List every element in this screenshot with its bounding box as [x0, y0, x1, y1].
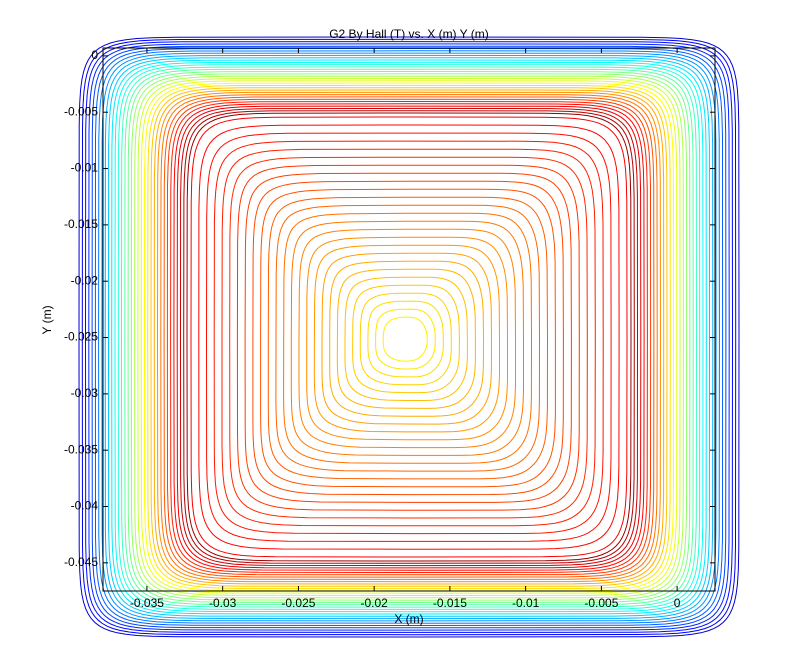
- y-tick-label: -0.02: [71, 273, 99, 287]
- contour-line: [186, 112, 632, 562]
- contour-line: [134, 75, 684, 599]
- y-tick-label: -0.045: [64, 555, 98, 569]
- contour-line: [160, 94, 658, 580]
- chart-title: G2 By Hall (T) vs. X (m) Y (m): [329, 27, 489, 41]
- plot-frame: [102, 47, 716, 592]
- contour-line: [84, 41, 733, 633]
- contour-line: [153, 89, 665, 585]
- contour-line: [94, 47, 724, 627]
- contour-line: [176, 105, 642, 569]
- contour-line: [150, 87, 668, 587]
- contour-line: [359, 292, 452, 386]
- contour-line: [140, 80, 678, 594]
- contour-line: [290, 220, 524, 456]
- contour-line: [375, 308, 436, 370]
- contour-line: [298, 228, 516, 449]
- contour-line: [111, 59, 707, 615]
- x-tick-label: -0.01: [512, 596, 540, 610]
- contour-line: [260, 188, 556, 488]
- contour-line: [117, 64, 701, 610]
- contour-line: [81, 38, 737, 636]
- contour-line: [321, 252, 493, 425]
- contour-line: [130, 73, 688, 601]
- contour-line: [283, 212, 533, 464]
- x-tick-label: -0.03: [209, 596, 237, 610]
- contour-line: [173, 103, 645, 571]
- x-tick-label: -0.02: [360, 596, 388, 610]
- contour-line: [229, 156, 588, 519]
- contour-line: [124, 68, 694, 606]
- contour-line: [91, 45, 727, 629]
- contour-line: [104, 54, 714, 620]
- contour-line: [352, 284, 460, 394]
- contour-line: [306, 236, 508, 441]
- contour-line: [267, 196, 549, 480]
- contour-line: [179, 107, 638, 567]
- y-tick-label: -0.015: [64, 217, 98, 231]
- contour-set: [78, 36, 740, 638]
- y-tick-label: -0.025: [64, 330, 98, 344]
- x-tick-label: -0.025: [281, 596, 315, 610]
- contour-line: [244, 172, 572, 503]
- x-tick-label: -0.005: [584, 596, 618, 610]
- contour-line: [147, 84, 671, 590]
- contour-line: [213, 140, 604, 535]
- contour-line: [313, 244, 500, 433]
- contour-line: [198, 124, 620, 550]
- contour-line: [170, 100, 648, 574]
- y-tick-label: -0.01: [71, 161, 99, 175]
- contour-line: [88, 43, 730, 631]
- contour-line: [98, 50, 720, 624]
- contour-line: [221, 148, 596, 527]
- contour-line: [107, 57, 710, 617]
- contour-line: [114, 61, 704, 613]
- contour-line: [163, 96, 655, 578]
- contour-line: [101, 52, 717, 622]
- y-tick-label: -0.035: [64, 442, 98, 456]
- y-axis-label: Y (m): [40, 305, 54, 334]
- y-tick-label: -0.03: [71, 386, 99, 400]
- contour-line: [190, 116, 628, 558]
- x-tick-label: -0.035: [130, 596, 164, 610]
- y-tick-label: 0: [91, 48, 98, 62]
- contour-line: [78, 36, 740, 638]
- contour-line: [252, 180, 564, 496]
- x-axis-label: X (m): [394, 612, 423, 626]
- contour-line: [143, 82, 674, 592]
- contour-line: [236, 164, 580, 511]
- contour-line: [156, 91, 661, 583]
- contour-line: [382, 316, 428, 362]
- contour-line: [183, 110, 635, 564]
- contour-line: [329, 260, 485, 417]
- y-tick-label: -0.005: [64, 104, 98, 118]
- contour-line: [120, 66, 697, 608]
- x-tick-label: 0: [674, 596, 681, 610]
- x-tick-label: -0.015: [433, 596, 467, 610]
- contour-line: [127, 70, 691, 604]
- contour-line: [166, 98, 652, 576]
- contour-line: [367, 300, 444, 378]
- y-tick-label: -0.04: [71, 499, 99, 513]
- contour-line: [205, 132, 612, 542]
- contour-line: [336, 268, 476, 409]
- contour-line: [275, 204, 541, 472]
- contour-line: [137, 77, 681, 597]
- contour-line: [344, 276, 468, 401]
